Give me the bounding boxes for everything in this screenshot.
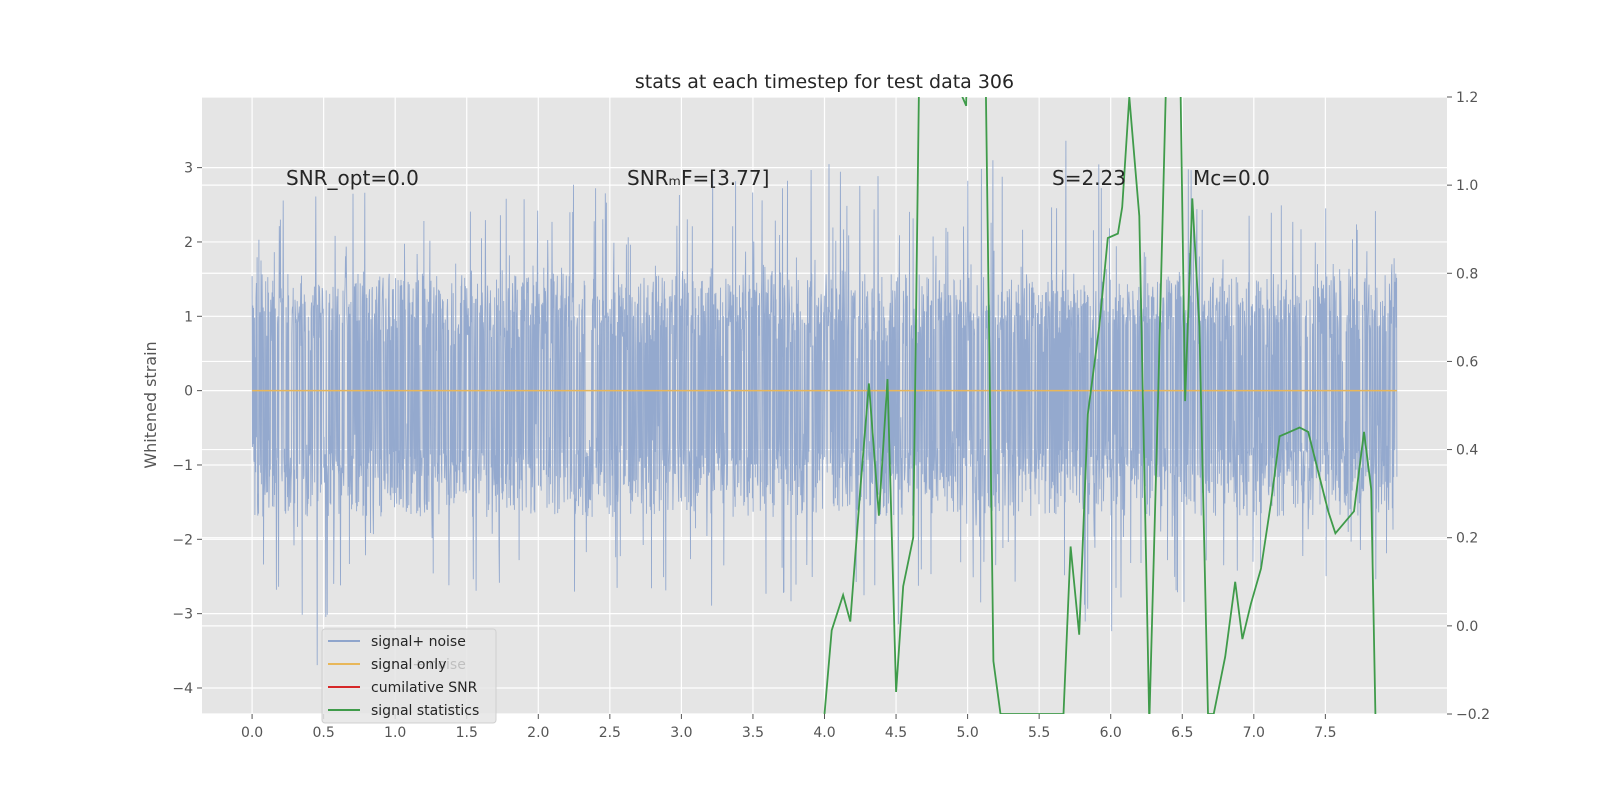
legend: signal+ noise signal+ noise signal only … xyxy=(321,628,497,724)
y2-tick-label: 0.0 xyxy=(1456,619,1478,635)
x-tick-label: 1.0 xyxy=(384,725,406,741)
y-tick-label: 2 xyxy=(184,235,193,251)
y-tick-label: −4 xyxy=(172,681,193,697)
annotation-s: S=2.23 xyxy=(1052,166,1126,190)
y2-tick-label: 0.8 xyxy=(1456,266,1478,282)
x-tick-label: 0.0 xyxy=(241,725,263,741)
series-signal-noise xyxy=(251,140,1398,666)
y2-tick-label: 0.6 xyxy=(1456,354,1478,370)
y2-tick-label: 0.2 xyxy=(1456,531,1478,547)
x-tick-label: 6.5 xyxy=(1171,725,1193,741)
axes: 0.0 0.5 1.0 1.5 2.0 2.5 3.0 3.5 4.0 4.5 5.0 5.5 6.0 6… xyxy=(172,90,1490,741)
y-tick-label: 0 xyxy=(184,384,193,400)
y-tick-label: −3 xyxy=(172,607,193,623)
legend-label-signal-noise: signal+ noise xyxy=(371,634,466,650)
x-tick-label: 5.0 xyxy=(956,725,978,741)
x-tick-label: 3.0 xyxy=(670,725,692,741)
x-tick-label: 1.5 xyxy=(456,725,478,741)
y2-tick-label: 1.2 xyxy=(1456,90,1478,106)
x-tick-label: 3.5 xyxy=(742,725,764,741)
x-tick-label: 4.5 xyxy=(885,725,907,741)
series-signal-statistics xyxy=(823,97,1377,714)
x-tick-label: 2.5 xyxy=(599,725,621,741)
x-tick-label: 7.0 xyxy=(1243,725,1265,741)
legend-label-signal-statistics: signal statistics xyxy=(371,703,479,719)
y2-tick-label: 0.4 xyxy=(1456,443,1478,459)
y-tick-label: −2 xyxy=(172,532,193,548)
y-tick-label: 3 xyxy=(184,161,193,177)
x-tick-label: 7.5 xyxy=(1314,725,1336,741)
series-layer xyxy=(251,97,1398,714)
y2-tick-label: 1.0 xyxy=(1456,178,1478,194)
annotations: SNR_opt=0.0 SNRₘF=[3.77] S=2.23 Mᴄ=0.0 xyxy=(286,166,1270,190)
annotation-snr-opt: SNR_opt=0.0 xyxy=(286,166,419,190)
y2-tick-label: −0.2 xyxy=(1456,707,1490,723)
legend-label-signal-only: signal only xyxy=(371,657,446,673)
x-tick-label: 4.0 xyxy=(813,725,835,741)
legend-ghost-text: signal+ noise xyxy=(371,657,466,673)
y-axis-label: Whitened strain xyxy=(141,341,160,468)
x-tick-label: 6.0 xyxy=(1100,725,1122,741)
x-tick-label: 5.5 xyxy=(1028,725,1050,741)
legend-box xyxy=(321,628,497,724)
annotation-snr-mf: SNRₘF=[3.77] xyxy=(627,166,769,190)
x-tick-label: 2.0 xyxy=(527,725,549,741)
x-tick-label: 0.5 xyxy=(313,725,335,741)
y-tick-label: −1 xyxy=(172,458,193,474)
y-tick-label: 1 xyxy=(184,309,193,325)
chart-title: stats at each timestep for test data 306 xyxy=(635,71,1014,93)
annotation-mc: Mᴄ=0.0 xyxy=(1193,166,1270,190)
legend-label-cumulative-snr: cumilative SNR xyxy=(371,680,478,696)
